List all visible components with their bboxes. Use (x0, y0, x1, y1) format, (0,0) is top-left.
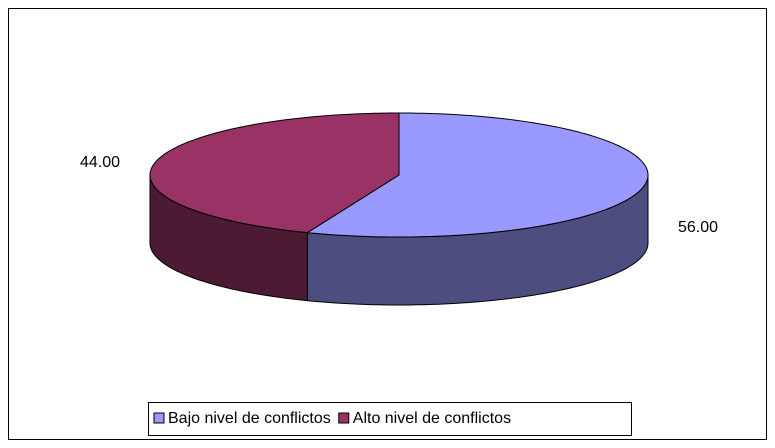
data-label: 56.00 (678, 219, 718, 236)
slice (305, 112, 649, 238)
legend-label: Bajo nivel de conflictos (168, 410, 331, 427)
data-label: 44.00 (80, 154, 120, 171)
legend-swatch (153, 412, 165, 424)
slice (149, 112, 400, 234)
legend-box (148, 402, 632, 436)
legend-label: Alto nivel de conflictos (353, 410, 511, 427)
legend-swatch (338, 412, 350, 424)
